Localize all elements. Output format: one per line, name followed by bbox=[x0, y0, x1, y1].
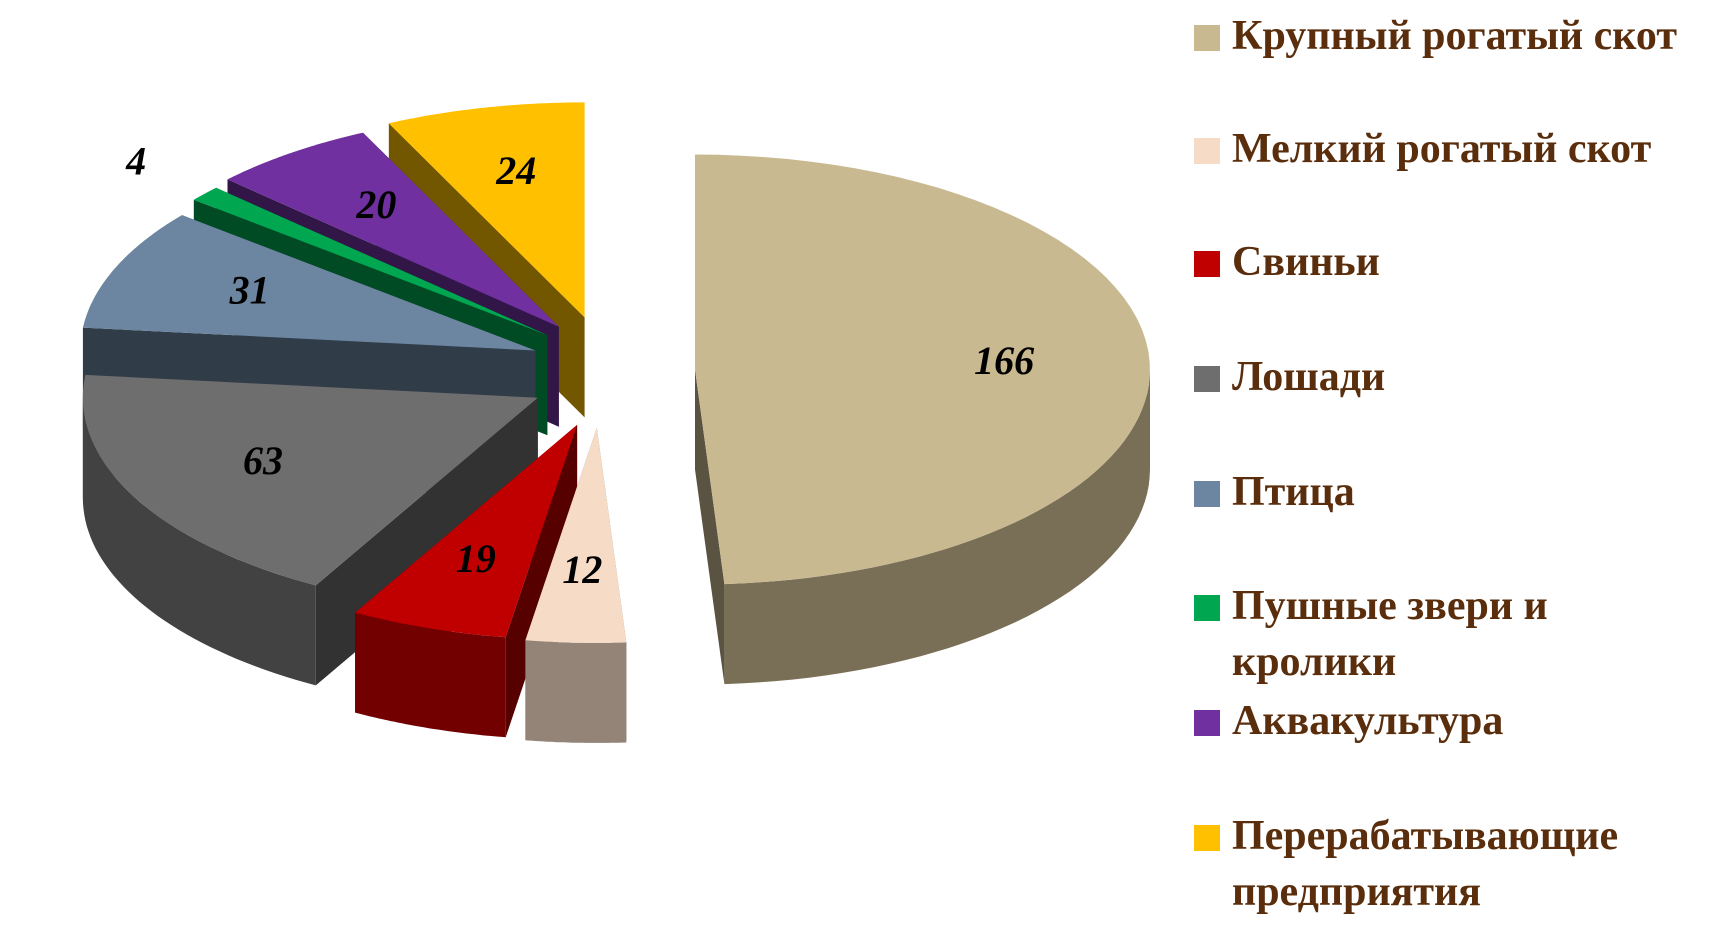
legend-item: Аквакультура bbox=[1192, 693, 1712, 749]
legend-label: Лошади bbox=[1232, 354, 1386, 400]
legend-swatch bbox=[1194, 366, 1220, 392]
slice bbox=[695, 154, 1150, 585]
legend-swatch bbox=[1194, 710, 1220, 736]
value-label: 31 bbox=[229, 268, 270, 313]
value-label: 12 bbox=[562, 547, 602, 592]
legend-label: Пушные звери и кролики bbox=[1232, 583, 1548, 685]
legend-label: Аквакультура bbox=[1232, 698, 1504, 744]
legend-label: Мелкий рогатый скот bbox=[1232, 126, 1652, 172]
slice bbox=[82, 374, 538, 586]
slice-wall bbox=[724, 369, 1150, 685]
legend-swatch bbox=[1194, 825, 1220, 851]
slice bbox=[193, 187, 548, 336]
slice-wall bbox=[355, 612, 506, 738]
legend-item: Свиньи bbox=[1192, 234, 1712, 290]
legend-item: Мелкий рогатый скот bbox=[1192, 121, 1712, 177]
legend-swatch bbox=[1194, 481, 1220, 507]
legend-label: Свиньи bbox=[1232, 239, 1380, 285]
legend-item: Крупный рогатый скот bbox=[1192, 8, 1712, 64]
legend-label: Птица bbox=[1232, 469, 1355, 515]
legend-label: Крупный рогатый скот bbox=[1232, 13, 1677, 59]
slice-group bbox=[355, 424, 578, 738]
legend-swatch bbox=[1194, 595, 1220, 621]
slice-wall bbox=[525, 640, 627, 743]
slice bbox=[227, 132, 559, 327]
legend-item: Пушные звери и кролики bbox=[1192, 578, 1712, 690]
value-label: 4 bbox=[125, 139, 146, 184]
slice-group bbox=[695, 154, 1150, 685]
slice bbox=[355, 424, 578, 638]
slice bbox=[388, 102, 585, 318]
slice-group bbox=[525, 427, 627, 743]
legend-swatch bbox=[1194, 138, 1220, 164]
slice-side bbox=[695, 369, 725, 685]
slice bbox=[525, 427, 627, 643]
slice-wall bbox=[82, 397, 316, 686]
value-label: 63 bbox=[243, 438, 283, 483]
value-label: 166 bbox=[974, 338, 1034, 383]
legend-swatch bbox=[1194, 251, 1220, 277]
value-label: 20 bbox=[355, 182, 396, 227]
legend-swatch bbox=[1194, 25, 1220, 51]
value-label: 24 bbox=[495, 148, 536, 193]
slice bbox=[82, 215, 536, 351]
legend-label: Перерабатывающие предприятия bbox=[1232, 813, 1619, 915]
value-label: 19 bbox=[456, 536, 496, 581]
legend-item: Лошади bbox=[1192, 349, 1712, 405]
legend-item: Птица bbox=[1192, 464, 1712, 520]
legend-item: Перерабатывающие предприятия bbox=[1192, 808, 1712, 920]
